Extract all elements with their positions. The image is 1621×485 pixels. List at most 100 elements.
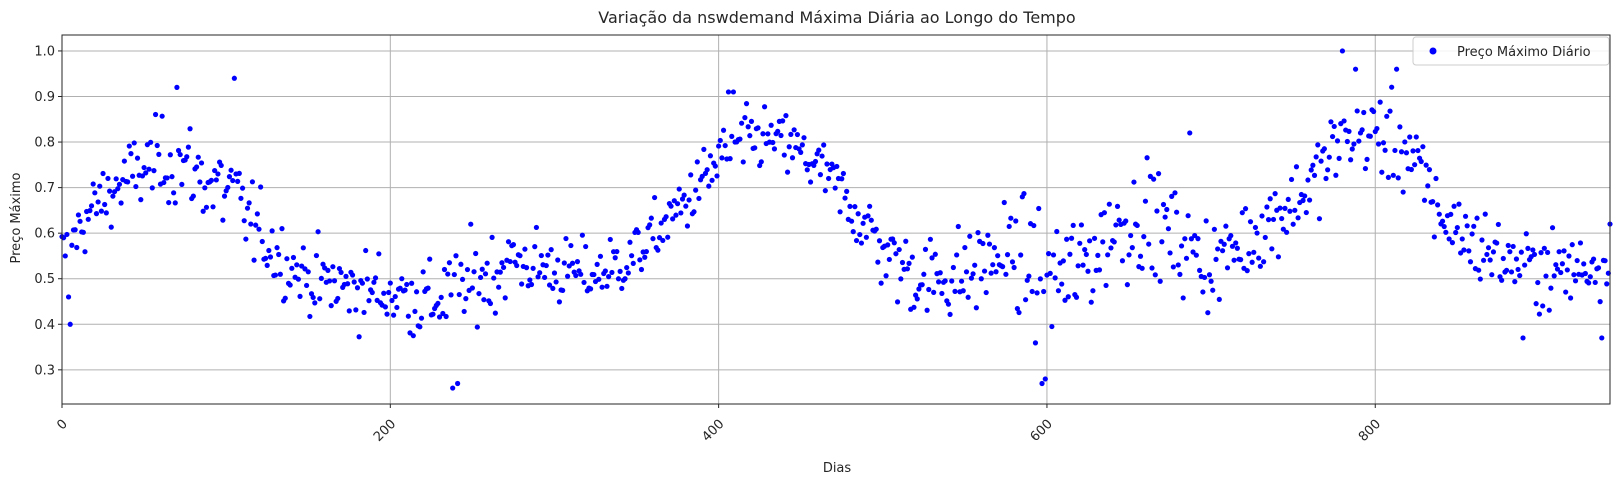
data-point: [1049, 323, 1055, 330]
data-point: [844, 188, 850, 194]
data-point: [476, 290, 482, 297]
data-point: [481, 297, 487, 303]
data-points: [59, 48, 1613, 391]
data-point: [198, 160, 205, 166]
data-point: [387, 280, 393, 286]
data-point: [819, 153, 825, 159]
data-point: [1574, 257, 1580, 264]
data-point: [978, 276, 984, 282]
data-point: [105, 175, 111, 182]
data-point: [1251, 249, 1257, 255]
data-point: [583, 243, 589, 250]
data-point: [1129, 245, 1135, 251]
y-tick-label: 0.3: [34, 363, 55, 378]
data-point: [1467, 259, 1474, 265]
data-point: [505, 239, 512, 245]
data-point: [1054, 228, 1060, 235]
x-tick-label: 800: [1356, 417, 1384, 445]
data-point: [1592, 279, 1598, 286]
data-point: [248, 221, 254, 227]
data-point: [1348, 157, 1354, 163]
data-point: [200, 208, 206, 214]
data-point: [1559, 261, 1565, 267]
data-point: [1571, 272, 1577, 278]
data-point: [363, 247, 369, 254]
data-point: [899, 259, 906, 266]
data-point: [169, 174, 175, 180]
data-point: [148, 139, 154, 145]
data-point: [791, 127, 797, 133]
data-point: [1034, 290, 1040, 296]
data-point: [210, 204, 216, 210]
data-point: [1200, 289, 1206, 295]
data-point: [1454, 224, 1460, 231]
data-point: [1536, 311, 1543, 317]
data-point: [1042, 376, 1048, 382]
data-point: [1410, 148, 1416, 154]
data-point: [1221, 241, 1227, 247]
data-point: [916, 286, 922, 292]
data-point: [167, 152, 173, 158]
data-point: [443, 313, 449, 320]
data-point: [781, 152, 787, 158]
data-point: [1392, 147, 1398, 154]
data-point: [262, 255, 269, 261]
data-point: [231, 75, 237, 81]
data-point: [1548, 285, 1554, 291]
data-point: [693, 187, 699, 193]
data-point: [325, 267, 331, 273]
data-point: [266, 247, 272, 254]
data-point: [417, 324, 423, 330]
data-point: [134, 155, 141, 161]
data-point: [1361, 109, 1367, 116]
data-point: [343, 273, 349, 279]
data-point: [1313, 154, 1319, 160]
data-point: [1272, 191, 1278, 197]
data-point: [679, 196, 686, 202]
data-point: [318, 275, 324, 282]
data-point: [1431, 234, 1437, 240]
data-point: [963, 269, 970, 275]
data-point: [226, 174, 233, 180]
data-point: [596, 276, 602, 282]
data-point: [461, 308, 467, 315]
data-point: [985, 232, 991, 238]
data-point: [1522, 262, 1528, 268]
legend-label: Preço Máximo Diário: [1457, 45, 1591, 60]
data-point: [1024, 277, 1030, 283]
data-point: [1316, 216, 1323, 222]
data-point: [665, 234, 671, 240]
data-point: [691, 209, 697, 215]
data-point: [74, 244, 80, 251]
data-point: [684, 223, 691, 229]
data-point: [720, 127, 727, 133]
data-point: [172, 200, 178, 206]
data-point: [1334, 138, 1341, 144]
data-point: [519, 281, 525, 287]
data-point: [886, 256, 892, 263]
data-point: [673, 212, 679, 218]
data-point: [990, 262, 996, 268]
data-point: [502, 295, 508, 301]
data-point: [1377, 99, 1383, 105]
data-point: [436, 314, 443, 320]
data-point: [1477, 276, 1483, 282]
data-point: [213, 177, 219, 183]
data-point: [478, 274, 484, 281]
data-point: [1016, 309, 1022, 316]
data-point: [1239, 210, 1245, 216]
data-point: [1462, 213, 1469, 219]
data-point: [972, 262, 978, 268]
data-point: [1114, 203, 1121, 209]
data-point: [821, 142, 827, 148]
data-point: [878, 280, 884, 286]
data-point: [197, 179, 203, 185]
data-point: [624, 264, 630, 271]
data-point: [1256, 255, 1262, 261]
data-point: [500, 264, 507, 271]
data-point: [1384, 113, 1390, 119]
data-point: [1208, 278, 1214, 284]
data-point: [1203, 218, 1209, 224]
data-point: [303, 282, 310, 289]
legend-marker: [1429, 47, 1437, 55]
